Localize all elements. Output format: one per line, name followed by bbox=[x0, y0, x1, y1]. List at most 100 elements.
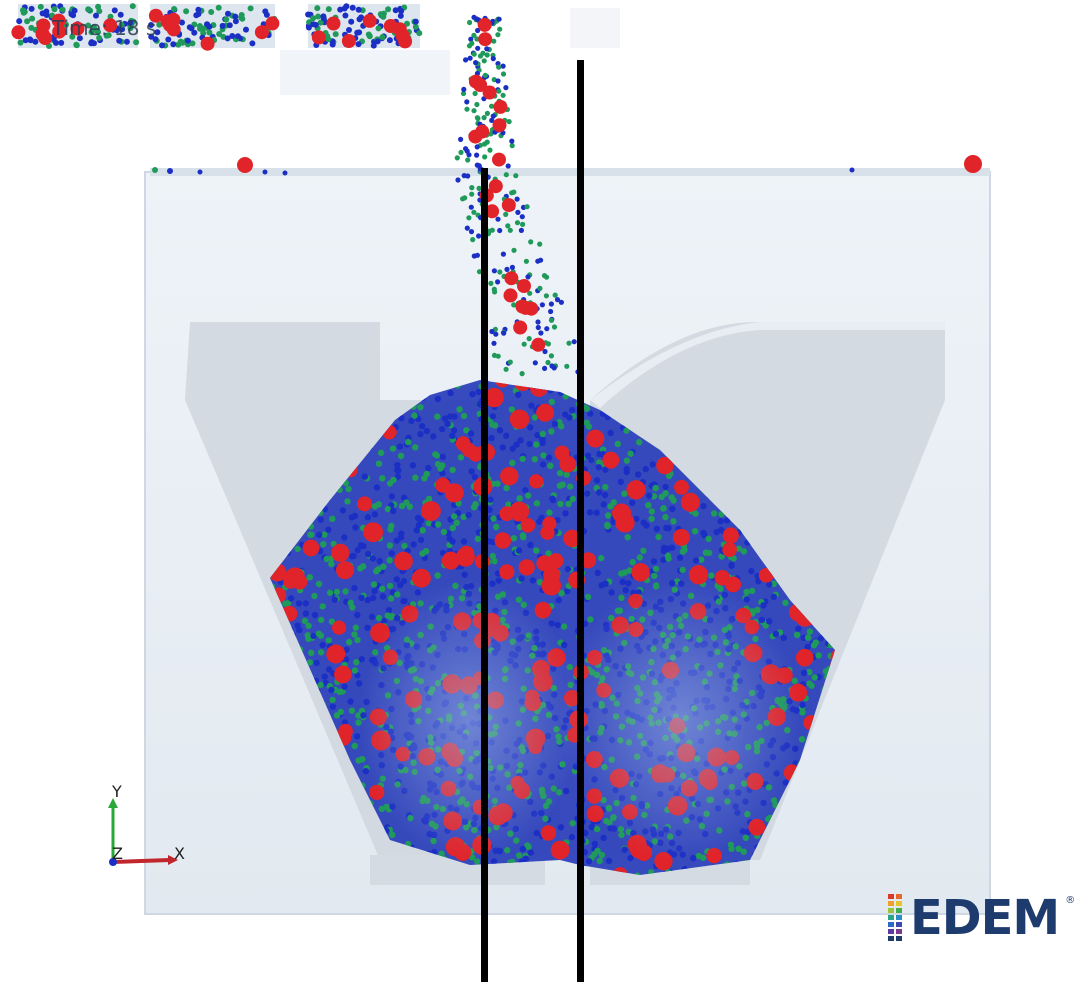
particle bbox=[602, 466, 609, 473]
particle bbox=[341, 34, 356, 48]
particle bbox=[311, 592, 318, 600]
particle bbox=[503, 366, 509, 372]
particle bbox=[484, 387, 504, 408]
particle bbox=[548, 553, 564, 569]
particle bbox=[503, 288, 518, 303]
particle bbox=[755, 578, 762, 585]
particle bbox=[623, 457, 631, 464]
particle bbox=[535, 319, 541, 325]
particle bbox=[760, 602, 767, 609]
particle bbox=[306, 659, 314, 666]
particle bbox=[646, 492, 653, 499]
particle bbox=[500, 92, 506, 98]
particle bbox=[491, 422, 499, 429]
particle bbox=[475, 27, 481, 34]
particle bbox=[208, 9, 215, 15]
particle bbox=[549, 363, 555, 369]
particle bbox=[545, 454, 553, 461]
particle bbox=[487, 496, 494, 503]
particle bbox=[551, 420, 559, 428]
particle bbox=[698, 556, 705, 563]
particle bbox=[497, 227, 503, 234]
particle bbox=[594, 569, 601, 576]
particle bbox=[513, 441, 520, 448]
particle bbox=[425, 519, 432, 527]
particle bbox=[517, 279, 531, 293]
particle bbox=[600, 834, 607, 841]
particle bbox=[317, 516, 324, 523]
particle bbox=[656, 456, 674, 475]
particle bbox=[284, 600, 292, 607]
particle bbox=[447, 389, 454, 397]
particle bbox=[177, 38, 184, 45]
particle bbox=[346, 638, 353, 646]
particle bbox=[537, 241, 543, 247]
particle bbox=[566, 483, 574, 490]
particle bbox=[544, 326, 550, 332]
particle bbox=[294, 622, 301, 629]
particle bbox=[548, 317, 555, 323]
particle bbox=[351, 631, 358, 638]
particle bbox=[497, 26, 503, 32]
particle bbox=[449, 538, 456, 545]
particle bbox=[516, 495, 523, 502]
particle bbox=[331, 620, 347, 635]
divider-line-left[interactable] bbox=[481, 168, 488, 982]
particle bbox=[354, 672, 361, 679]
particle bbox=[294, 545, 301, 553]
particle bbox=[43, 12, 50, 18]
particle bbox=[490, 858, 498, 865]
particle bbox=[328, 618, 336, 625]
particle bbox=[692, 510, 699, 517]
particle bbox=[527, 849, 534, 856]
particle bbox=[555, 596, 562, 604]
particle bbox=[397, 12, 404, 19]
particle bbox=[728, 562, 735, 569]
particle bbox=[648, 508, 655, 515]
particle bbox=[500, 251, 506, 257]
particle bbox=[602, 580, 609, 587]
particle bbox=[232, 13, 239, 20]
particle bbox=[722, 542, 737, 558]
particle bbox=[328, 686, 335, 694]
particle bbox=[548, 353, 555, 359]
particle bbox=[348, 553, 356, 560]
particle bbox=[191, 29, 198, 36]
particle bbox=[464, 99, 470, 105]
particle bbox=[226, 22, 233, 29]
particle bbox=[283, 574, 298, 589]
particle bbox=[799, 709, 806, 716]
particle bbox=[357, 496, 373, 512]
particle bbox=[509, 459, 516, 467]
particle bbox=[325, 36, 332, 43]
particle bbox=[626, 567, 633, 574]
particle bbox=[388, 493, 396, 500]
particle bbox=[470, 504, 478, 511]
particle bbox=[188, 25, 195, 32]
particle bbox=[375, 566, 382, 573]
particle bbox=[566, 414, 573, 421]
particle bbox=[310, 15, 317, 22]
particle bbox=[626, 480, 646, 500]
particle bbox=[508, 406, 516, 413]
particle bbox=[224, 35, 231, 42]
particle bbox=[331, 543, 350, 562]
particle bbox=[507, 359, 513, 365]
particle bbox=[504, 266, 510, 272]
particle bbox=[489, 413, 497, 420]
particle bbox=[500, 466, 519, 486]
particle bbox=[20, 7, 26, 14]
particle bbox=[333, 588, 341, 596]
particle bbox=[347, 599, 354, 606]
divider-line-right[interactable] bbox=[577, 60, 584, 982]
particle bbox=[58, 39, 65, 46]
particle bbox=[326, 16, 341, 31]
particle bbox=[353, 659, 360, 666]
particle bbox=[474, 152, 480, 158]
particle bbox=[301, 617, 309, 625]
particle bbox=[492, 118, 507, 133]
particle bbox=[313, 659, 320, 667]
particle bbox=[420, 501, 441, 521]
pile-glow-right bbox=[560, 580, 800, 860]
